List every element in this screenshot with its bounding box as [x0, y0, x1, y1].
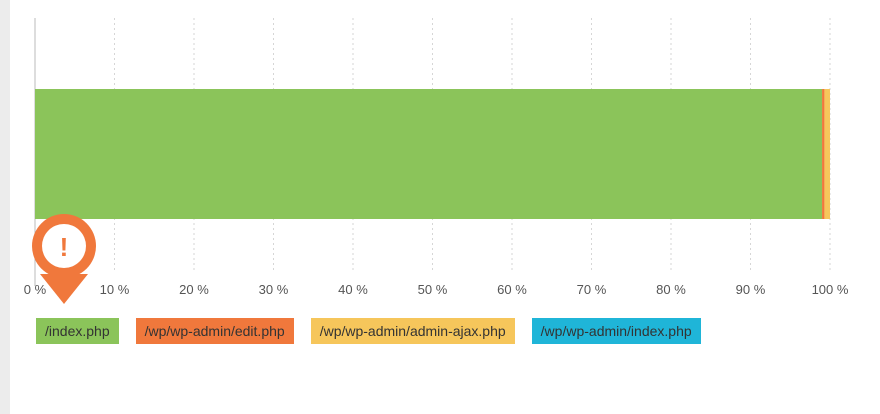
x-tick-label: 90 % — [736, 282, 766, 297]
alert-symbol: ! — [60, 232, 69, 262]
chart-legend: /index.php/wp/wp-admin/edit.php/wp/wp-ad… — [36, 318, 701, 344]
x-tick-label: 60 % — [497, 282, 527, 297]
x-tick-label: 40 % — [338, 282, 368, 297]
x-tick-label: 0 % — [24, 282, 47, 297]
legend-item[interactable]: /index.php — [36, 318, 119, 344]
x-tick-label: 20 % — [179, 282, 209, 297]
legend-item[interactable]: /wp/wp-admin/edit.php — [135, 318, 294, 344]
stacked-bar-chart: 0 % 10 % 20 % 30 % 40 % 50 % 60 % 70 % 80 % 90 % 1… — [24, 18, 849, 297]
x-tick-label: 80 % — [656, 282, 686, 297]
bar-segment — [822, 89, 825, 219]
bar-segment — [35, 89, 823, 219]
x-tick-label: 100 % — [812, 282, 849, 297]
x-tick-label: 30 % — [259, 282, 289, 297]
legend-item[interactable]: /wp/wp-admin/admin-ajax.php — [310, 318, 515, 344]
bar-segment — [824, 89, 830, 219]
x-tick-label: 50 % — [418, 282, 448, 297]
exclamation-alert-icon[interactable]: ! — [30, 212, 120, 312]
x-tick-label: 10 % — [100, 282, 130, 297]
x-tick-label: 70 % — [577, 282, 607, 297]
legend-item[interactable]: /wp/wp-admin/index.php — [531, 318, 701, 344]
left-edge-strip — [0, 0, 10, 414]
